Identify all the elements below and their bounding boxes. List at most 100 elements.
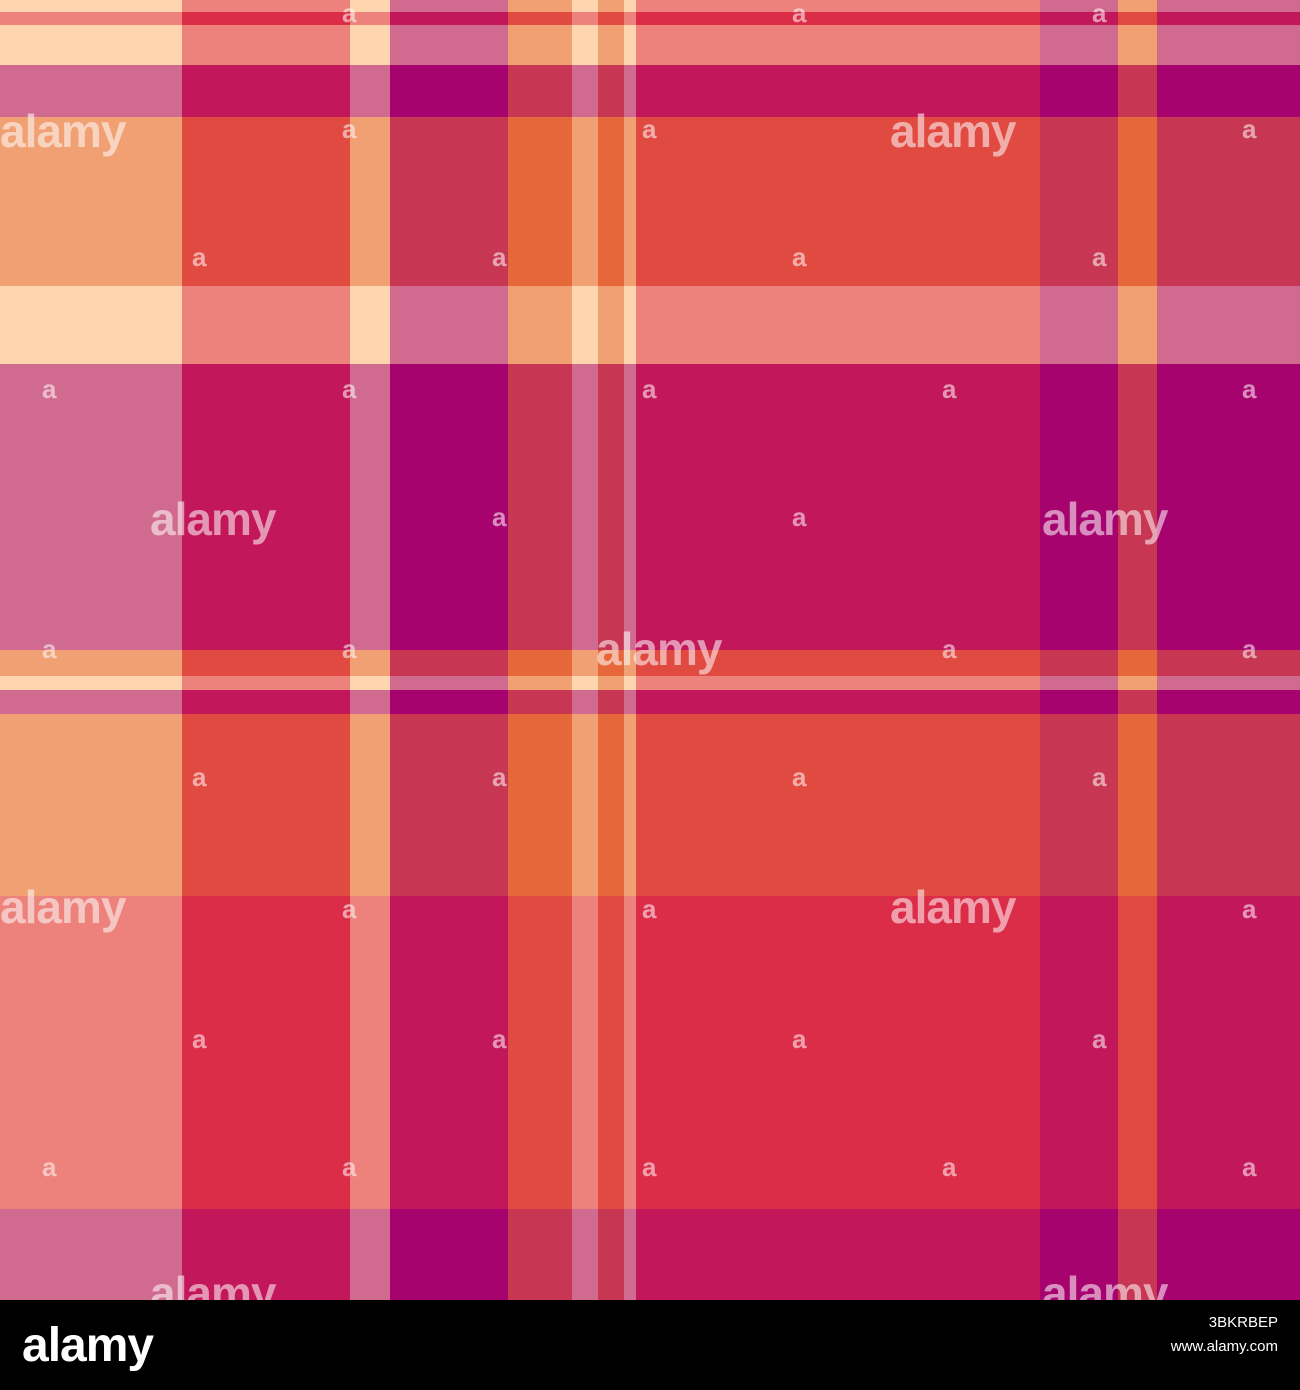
plaid-cell <box>1157 650 1300 676</box>
plaid-cell <box>508 117 572 286</box>
plaid-cell <box>0 364 182 650</box>
plaid-cell <box>1040 286 1118 364</box>
plaid-cell <box>182 364 350 650</box>
plaid-cell <box>350 12 390 25</box>
plaid-cell <box>1157 364 1300 650</box>
plaid-cell <box>508 714 572 896</box>
plaid-cell <box>0 12 182 25</box>
plaid-cell <box>350 0 390 12</box>
plaid-cell <box>598 117 624 286</box>
plaid-cell <box>1040 896 1118 1209</box>
plaid-cell <box>182 286 350 364</box>
plaid-cell <box>508 12 572 25</box>
plaid-cell <box>0 676 182 690</box>
plaid-cell <box>350 65 390 117</box>
plaid-cell <box>0 286 182 364</box>
plaid-cell <box>350 364 390 650</box>
plaid-cell <box>182 676 350 690</box>
plaid-cell <box>624 714 636 896</box>
plaid-cell <box>624 65 636 117</box>
plaid-cell <box>1118 896 1157 1209</box>
plaid-cell <box>1040 650 1118 676</box>
plaid-cell <box>598 0 624 12</box>
footer-image-id: 3BKRBEP <box>1208 1314 1278 1331</box>
footer-url: www.alamy.com <box>1170 1338 1278 1355</box>
plaid-cell <box>390 12 508 25</box>
footer-logo: alamy <box>22 1319 154 1372</box>
plaid-cell <box>1157 117 1300 286</box>
plaid-cell <box>598 286 624 364</box>
plaid-cell <box>636 12 1040 25</box>
plaid-cell <box>636 117 1040 286</box>
plaid-cell <box>572 364 598 650</box>
plaid-cell <box>598 65 624 117</box>
plaid-cell <box>624 896 636 1209</box>
plaid-cell <box>624 650 636 676</box>
plaid-cell <box>1157 65 1300 117</box>
plaid-cell <box>636 65 1040 117</box>
plaid-cell <box>572 286 598 364</box>
plaid-cell <box>1040 25 1118 65</box>
plaid-cell <box>182 117 350 286</box>
plaid-cell <box>572 676 598 690</box>
plaid-cell <box>182 896 350 1209</box>
plaid-cell <box>1118 714 1157 896</box>
plaid-cell <box>350 714 390 896</box>
plaid-cell <box>182 650 350 676</box>
plaid-cell <box>636 25 1040 65</box>
plaid-cell <box>390 1209 508 1300</box>
plaid-cell <box>508 364 572 650</box>
plaid-cell <box>0 896 182 1209</box>
plaid-cell <box>1118 25 1157 65</box>
plaid-cell <box>0 714 182 896</box>
plaid-cell <box>636 286 1040 364</box>
plaid-cell <box>572 1209 598 1300</box>
plaid-cell <box>572 117 598 286</box>
plaid-cell <box>572 25 598 65</box>
plaid-cell <box>598 714 624 896</box>
plaid-cell <box>508 676 572 690</box>
footer-bar: alamy 3BKRBEP www.alamy.com <box>0 1300 1300 1390</box>
plaid-cell <box>0 0 182 12</box>
plaid-cell <box>624 1209 636 1300</box>
plaid-cell <box>572 650 598 676</box>
plaid-cell <box>636 690 1040 714</box>
plaid-cell <box>1118 1209 1157 1300</box>
plaid-cell <box>624 690 636 714</box>
plaid-cell <box>182 12 350 25</box>
plaid-cell <box>598 690 624 714</box>
plaid-cell <box>1040 676 1118 690</box>
plaid-cell <box>1118 690 1157 714</box>
plaid-cell <box>624 676 636 690</box>
plaid-cell <box>598 676 624 690</box>
plaid-cell <box>1157 714 1300 896</box>
plaid-cell <box>0 65 182 117</box>
plaid-cell <box>182 690 350 714</box>
plaid-svg <box>0 0 1300 1300</box>
plaid-cell <box>1157 286 1300 364</box>
plaid-cell <box>182 714 350 896</box>
plaid-cell <box>390 117 508 286</box>
plaid-cell <box>636 364 1040 650</box>
plaid-cell <box>636 676 1040 690</box>
plaid-cell <box>390 896 508 1209</box>
plaid-cell <box>508 690 572 714</box>
plaid-cell <box>350 896 390 1209</box>
plaid-cell <box>1157 1209 1300 1300</box>
plaid-cell <box>624 286 636 364</box>
plaid-cell <box>0 690 182 714</box>
plaid-cell <box>598 12 624 25</box>
plaid-cell <box>624 12 636 25</box>
plaid-cell <box>1118 650 1157 676</box>
plaid-cell <box>1118 117 1157 286</box>
plaid-cell <box>1040 714 1118 896</box>
plaid-pattern <box>0 0 1300 1300</box>
plaid-cell <box>1157 896 1300 1209</box>
plaid-cell <box>390 364 508 650</box>
plaid-cell <box>1040 65 1118 117</box>
plaid-cell <box>390 714 508 896</box>
plaid-cell <box>0 25 182 65</box>
plaid-cell <box>1040 690 1118 714</box>
plaid-cell <box>508 1209 572 1300</box>
